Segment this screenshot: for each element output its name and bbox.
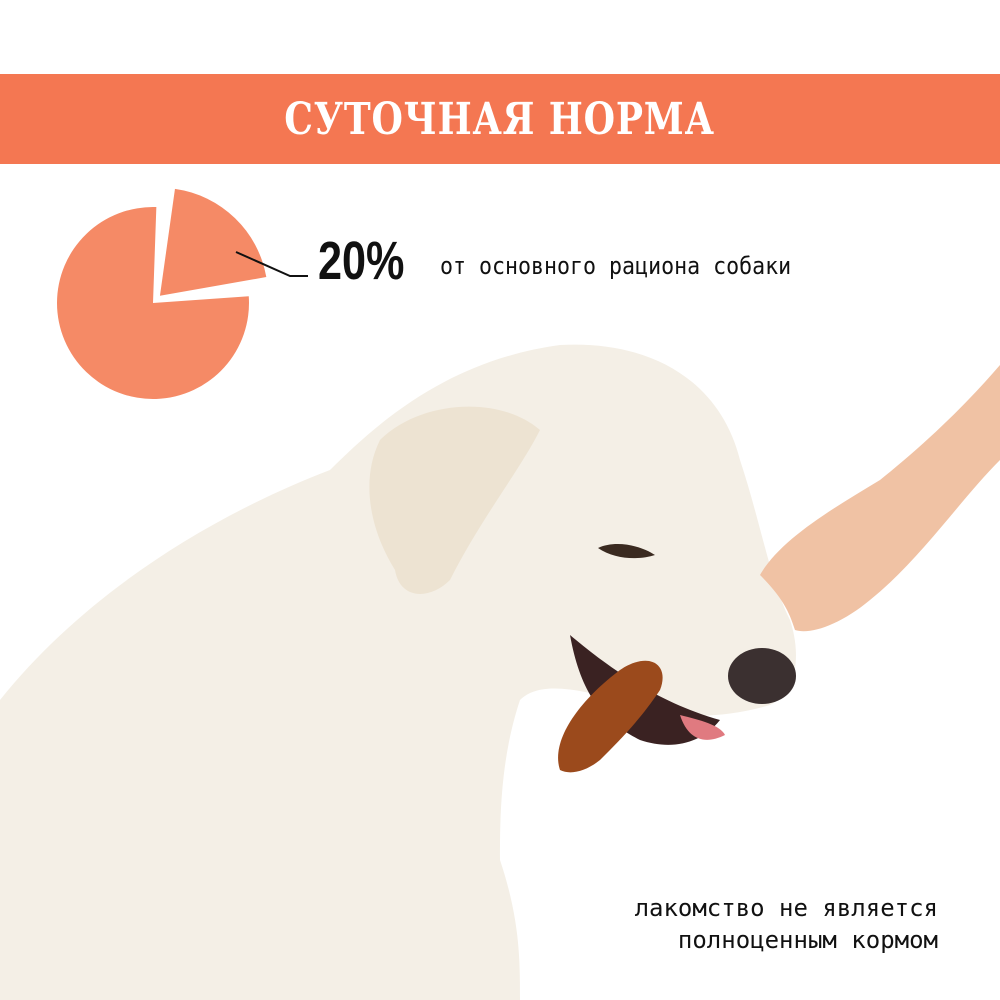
- percentage-description: от основного рациона собаки: [440, 252, 792, 280]
- note-line-2: полноценным кормом: [677, 926, 938, 954]
- pointer-line: [235, 251, 308, 277]
- treat: [558, 660, 663, 773]
- dog-eye: [598, 544, 655, 559]
- percentage-value: 20%: [318, 231, 405, 291]
- page-title: СУТОЧНАЯ НОРМА: [284, 93, 716, 145]
- hand: [760, 365, 1000, 632]
- header-banner: СУТОЧНАЯ НОРМА: [0, 74, 1000, 164]
- dog-photo: [0, 344, 1000, 1000]
- dog-body: [0, 344, 796, 1000]
- dog-tongue: [680, 715, 725, 740]
- note-line-1: лакомство не является: [634, 894, 938, 922]
- pie-slice-highlight: [159, 188, 267, 296]
- pie-chart: [57, 188, 267, 399]
- dog-nose: [728, 648, 796, 704]
- dog-ear: [369, 406, 540, 594]
- pie-slice-main: [57, 207, 250, 399]
- disclaimer-note: лакомство не является полноценным кормом: [635, 892, 938, 956]
